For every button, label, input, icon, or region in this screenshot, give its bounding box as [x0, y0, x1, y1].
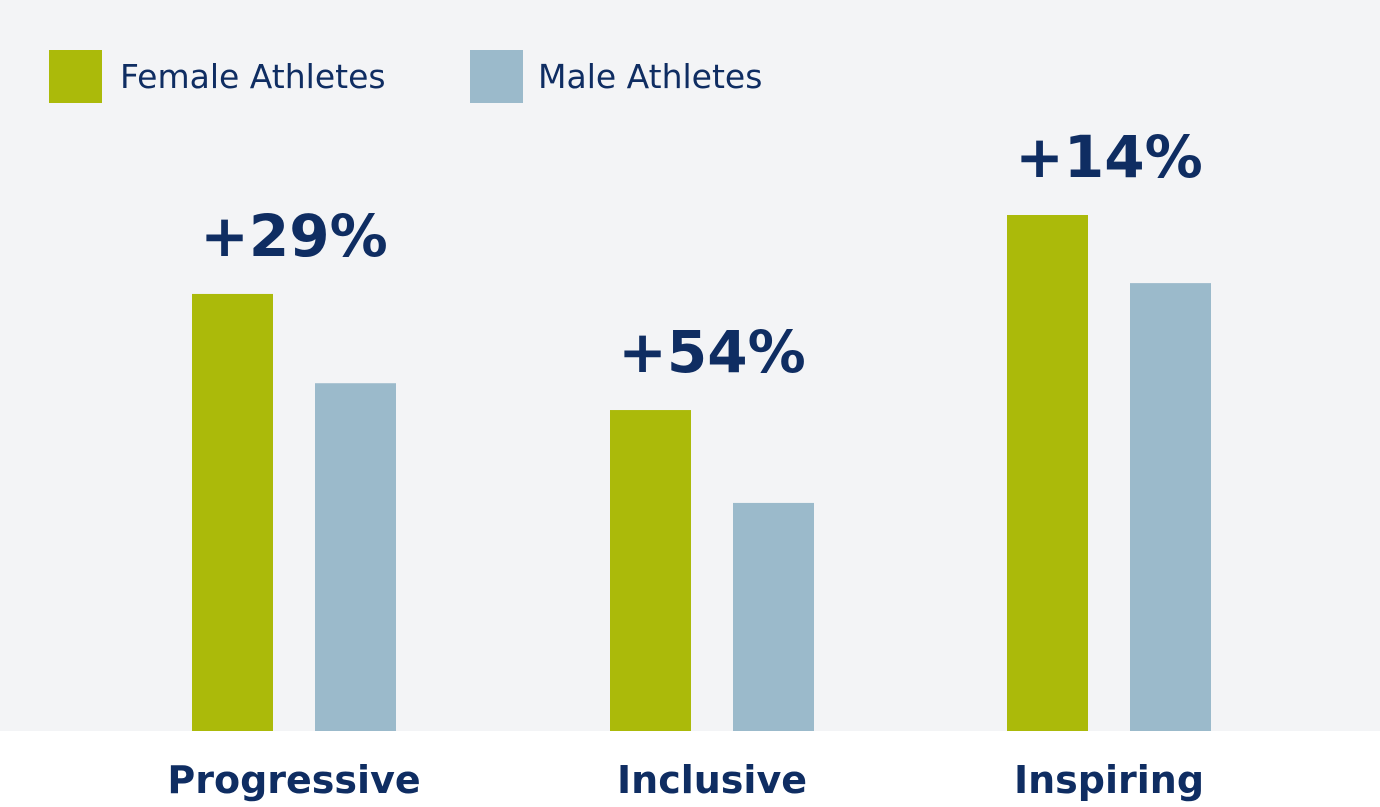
category-label: Progressive — [167, 758, 420, 802]
legend-swatch-male — [470, 50, 523, 103]
bar-progressive-female — [192, 293, 273, 731]
bar-inspiring-female — [1007, 215, 1088, 731]
bar-inclusive-female — [610, 410, 691, 731]
bar-progressive-male — [315, 383, 396, 731]
difference-label: +14% — [1015, 123, 1202, 191]
difference-label: +54% — [618, 318, 805, 386]
category-label: Inspiring — [1014, 758, 1204, 802]
bar-inclusive-male — [733, 502, 814, 731]
legend-swatch-female — [49, 50, 102, 103]
category-label: Inclusive — [617, 758, 807, 802]
legend-label-female: Female Athletes — [120, 57, 386, 96]
legend-label-male: Male Athletes — [538, 57, 762, 96]
legend: Female Athletes Male Athletes — [49, 50, 762, 103]
bar-inspiring-male — [1130, 283, 1211, 731]
difference-label: +29% — [200, 202, 387, 270]
